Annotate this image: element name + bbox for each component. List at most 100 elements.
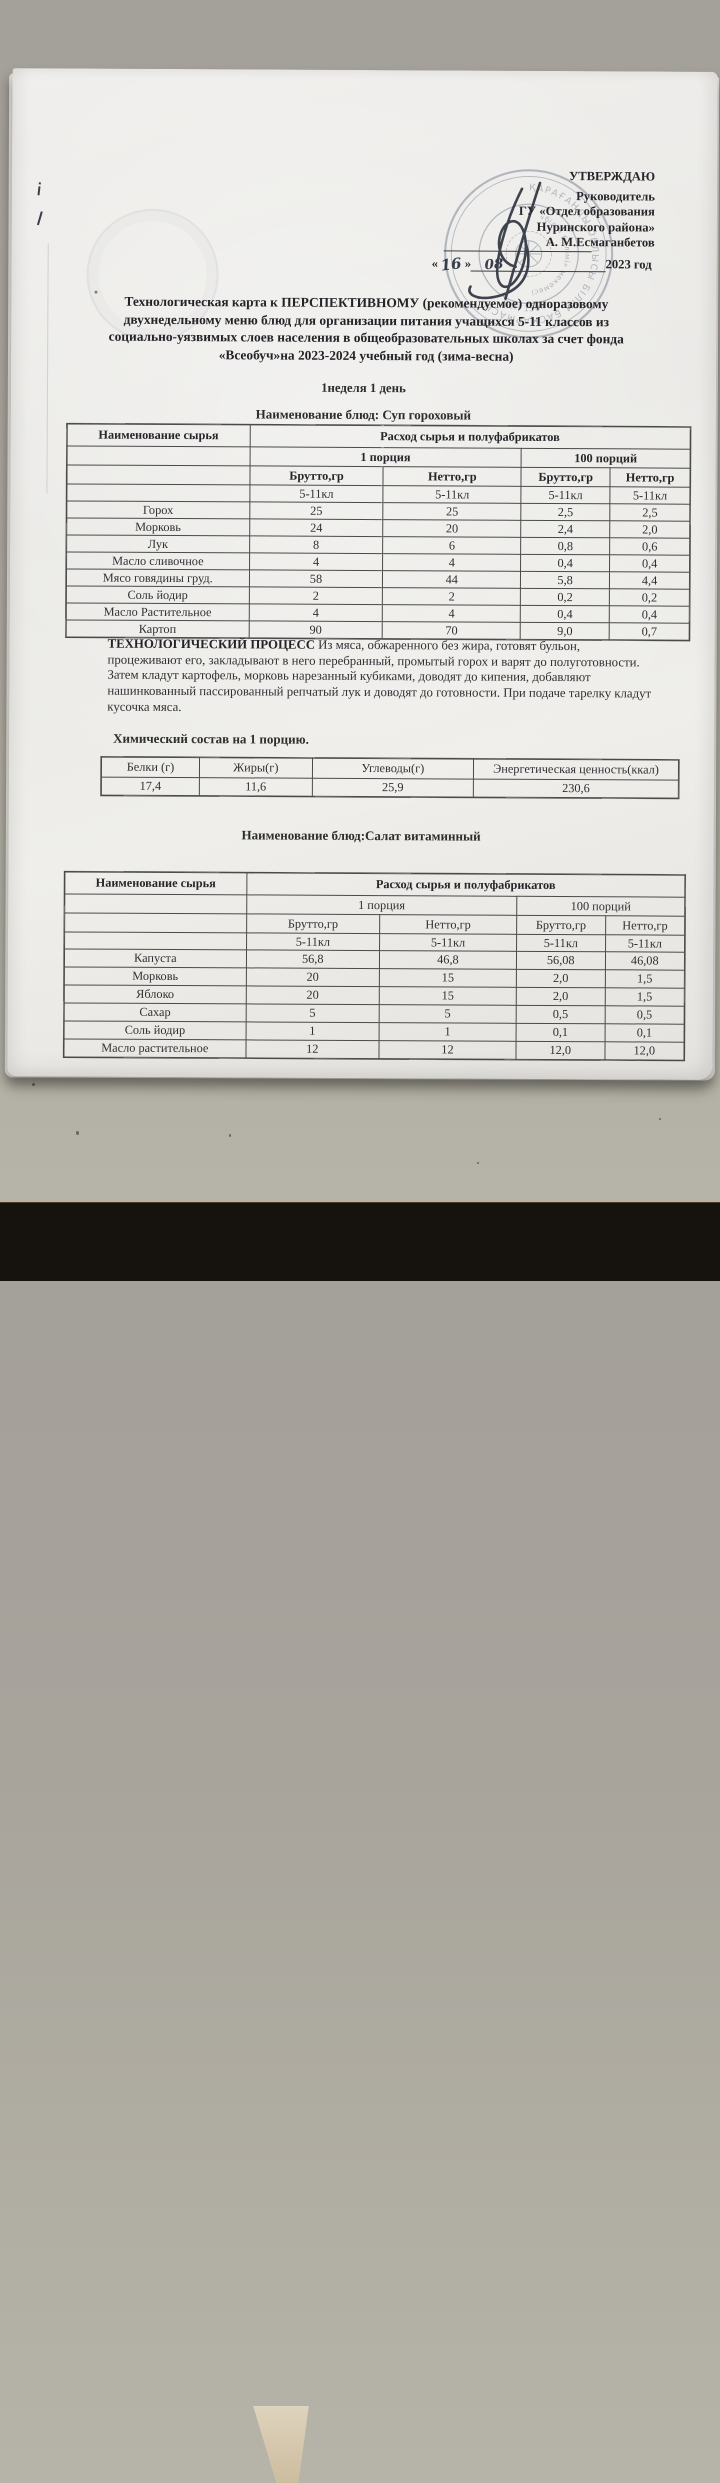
header-cell: Наименование сырья — [64, 871, 247, 895]
table-cell: 0,1 — [604, 1023, 685, 1043]
header-cell: 5-11кл — [610, 486, 690, 505]
header-cell: 5-11кл — [605, 934, 685, 953]
table-cell: 2,0 — [609, 520, 690, 539]
official-round-stamp-icon: ҚАРАҒАНДЫ ОБЛЫСЫ БІЛІМ БАСҚАРМАСЫ • «біл… — [444, 169, 614, 339]
week-day-heading: 1неделя 1 день — [321, 380, 406, 396]
header-cell: Расход сырья и полуфабрикатов — [246, 872, 685, 898]
table-cell: 1,5 — [604, 987, 685, 1007]
table-cell: 2 — [248, 586, 383, 605]
ingredients-table-soup: Наименование сырья Расход сырья и полуфа… — [66, 423, 691, 641]
approval-line: УТВЕРЖДАЮ — [568, 169, 656, 184]
document-title: Технологическая карта к ПЕРСПЕКТИВНОМУ (… — [59, 292, 673, 366]
table-cell: 44 — [382, 570, 521, 589]
header-cell: 5-11кл — [383, 485, 522, 504]
pen-mark — [37, 186, 41, 196]
dust-speck — [659, 1118, 661, 1120]
header-cell — [64, 893, 247, 914]
dust-speck — [76, 1131, 79, 1135]
chemical-composition-table: Белки (г) Жиры(г) Углеводы(г) Энергетиче… — [101, 757, 679, 799]
header-cell — [67, 445, 250, 466]
header-cell: Брутто,гр — [516, 915, 606, 935]
table-cell: 6 — [383, 536, 521, 555]
approval-line: Руководитель — [576, 188, 656, 204]
table-cell: 25 — [383, 502, 522, 521]
table-cell: 70 — [382, 621, 521, 640]
table-cell: Яблоко — [64, 984, 246, 1004]
table-cell: Масло сливочное — [66, 551, 250, 570]
table-cell: 15 — [379, 986, 517, 1006]
approval-year: 2023 год — [605, 257, 652, 272]
table-cell: 56,8 — [246, 949, 380, 969]
table-cell: 0,5 — [604, 1005, 685, 1025]
signature-line — [443, 234, 592, 253]
dust-speck — [229, 1134, 231, 1137]
table-cell: 0,4 — [520, 554, 610, 572]
table-cell: Соль йодир — [64, 1020, 246, 1040]
table-cell: 4 — [382, 604, 521, 623]
date-underline: 08 — [471, 253, 606, 274]
table-cell: 4 — [382, 553, 521, 572]
table-cell: 12 — [245, 1039, 380, 1059]
document-page: ҚАРАҒАНДЫ ОБЛЫСЫ БІЛІМ БАСҚАРМАСЫ • «біл… — [7, 68, 718, 1080]
table-cell: 2 — [382, 587, 521, 606]
table-cell: 0,6 — [609, 537, 690, 556]
pen-mark — [36, 211, 43, 226]
table-cell: 46,08 — [605, 951, 685, 971]
dish1-heading: Наименование блюд: Суп гороховый — [255, 406, 472, 423]
ingredients-table-salad: Наименование сырья Расход сырья и полуфа… — [63, 871, 685, 1061]
quote-open: « — [431, 256, 438, 271]
table-cell: 230,6 — [473, 779, 679, 799]
header-cell: Расход сырья и полуфабрикатов — [249, 424, 691, 450]
table-cell: 25 — [249, 501, 384, 520]
table-cell: 0,2 — [609, 588, 690, 607]
floor-dark-band — [0, 1202, 720, 2483]
table-cell: 4 — [248, 603, 383, 622]
table-cell: 11,6 — [199, 777, 313, 797]
process-title: ТЕХНОЛОГИЧЕСКИЙ ПРОЦЕСС — [107, 636, 316, 652]
table-header-row: Наименование сырья Расход сырья и полуфа… — [67, 423, 691, 450]
dust-speck — [32, 1083, 35, 1086]
table-cell: Масло Растительное — [66, 602, 249, 621]
table-cell: 0,1 — [516, 1023, 605, 1042]
table-cell: 46,8 — [379, 950, 517, 970]
table-cell: 0,4 — [520, 605, 610, 623]
header-cell: 5-11кл — [246, 932, 380, 951]
table-cell: Лук — [66, 534, 250, 553]
table-cell: 4,4 — [609, 571, 690, 590]
header-cell: Энергетическая ценность(ккал) — [473, 759, 679, 781]
header-cell: Брутто,гр — [521, 467, 611, 487]
header-cell: 5-11кл — [379, 933, 517, 952]
header-cell: Нетто,гр — [379, 914, 517, 935]
header-cell — [64, 931, 247, 950]
table-cell: 2,0 — [516, 969, 606, 988]
title-line: «Всеобуч»на 2023-2024 учебный год (зима-… — [218, 347, 514, 364]
table-cell: 9,0 — [520, 622, 610, 640]
table-cell: 56,08 — [516, 951, 606, 970]
table-cell: 8 — [249, 535, 384, 554]
header-cell: 5-11кл — [521, 486, 611, 504]
approval-line: ГУ «Отдел образования — [518, 203, 655, 219]
table-cell: 5,8 — [520, 571, 610, 589]
table-cell: 17,4 — [101, 777, 200, 796]
table-cell: 1 — [245, 1021, 380, 1041]
table-cell: Мясо говядины груд. — [66, 568, 250, 587]
table-cell: Сахар — [64, 1002, 246, 1022]
table-header-row: Наименование сырья Расход сырья и полуфа… — [64, 871, 685, 898]
table-cell: 2,5 — [610, 503, 690, 522]
title-line: социально-уязвимых слоев населения в общ… — [108, 328, 624, 347]
header-cell: 5-11кл — [249, 484, 384, 503]
header-cell: Нетто,гр — [383, 466, 522, 487]
table-cell: 20 — [245, 985, 380, 1005]
table-cell: 4 — [249, 552, 384, 571]
table-row: 17,4 11,6 25,9 230,6 — [101, 777, 679, 799]
header-cell: Жиры(г) — [199, 757, 313, 779]
handwritten-month: 08 — [484, 256, 505, 274]
table-leg — [253, 2406, 309, 2483]
table-cell: 58 — [248, 569, 383, 588]
table-cell: 5 — [379, 1004, 517, 1024]
header-cell: Нетто,гр — [605, 915, 685, 936]
table-cell: 20 — [383, 519, 521, 538]
header-cell: 1 порция — [246, 894, 517, 916]
header-cell: Углеводы(г) — [312, 758, 474, 780]
table-cell: 0,5 — [516, 1005, 605, 1024]
